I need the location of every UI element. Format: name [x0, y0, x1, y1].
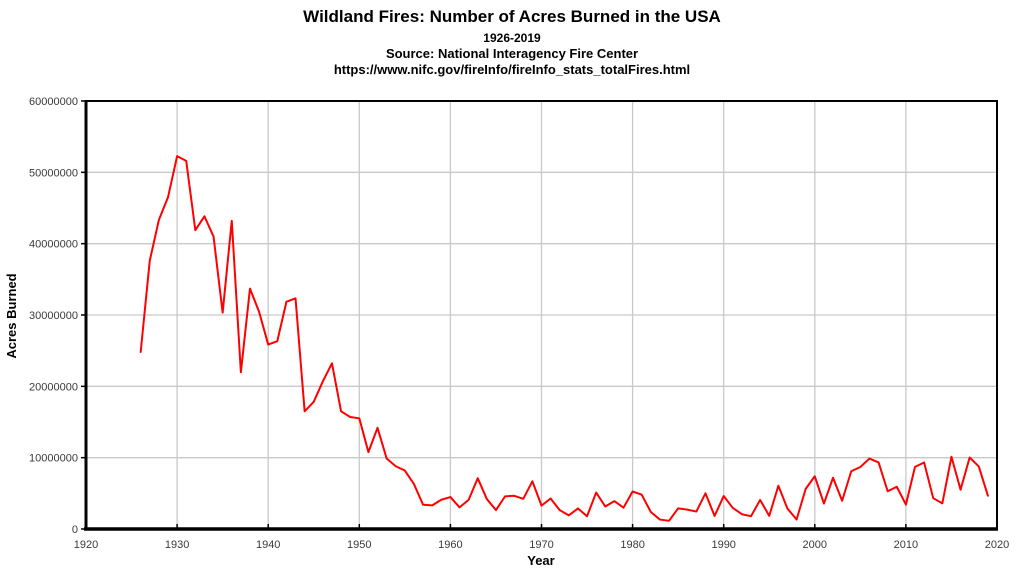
x-tick-label: 2020: [985, 539, 1009, 551]
x-tick-label: 1990: [711, 539, 735, 551]
x-tick-label: 1940: [256, 539, 280, 551]
chart-source: Source: National Interagency Fire Center: [385, 46, 639, 61]
axis-ticks-and-labels: 0 10000000 20000000 30000000 40000000 5000000…: [29, 96, 1009, 551]
y-tick-label: 10000000: [29, 453, 78, 465]
gridlines: [86, 101, 997, 529]
chart-source-url: https://www.nifc.gov/fireInfo/fireInfo_s…: [333, 62, 691, 77]
chart-header: Wildland Fires: Number of Acres Burned i…: [0, 7, 1024, 77]
x-tick-label: 1920: [74, 539, 98, 551]
y-tick-label: 40000000: [29, 239, 78, 251]
x-tick-label: 1970: [529, 539, 553, 551]
x-tick-label: 1980: [620, 539, 644, 551]
y-tick-label: 0: [72, 524, 78, 536]
chart-title: Wildland Fires: Number of Acres Burned i…: [303, 7, 721, 26]
y-axis-label: Acres Burned: [4, 273, 19, 358]
plot-border: [84, 100, 998, 531]
x-axis-label: Year: [527, 553, 554, 568]
x-tick-label: 1930: [165, 539, 189, 551]
x-tick-label: 2010: [894, 539, 918, 551]
acres-burned-line: [139, 155, 989, 522]
x-tick-label: 1950: [347, 539, 371, 551]
x-tick-label: 1960: [438, 539, 462, 551]
y-tick-label: 50000000: [29, 167, 78, 179]
chart-subtitle-years: 1926-2019: [483, 31, 541, 45]
y-tick-label: 60000000: [29, 96, 78, 108]
y-tick-label: 20000000: [29, 381, 78, 393]
x-tick-label: 2000: [803, 539, 827, 551]
y-tick-label: 30000000: [29, 310, 78, 322]
